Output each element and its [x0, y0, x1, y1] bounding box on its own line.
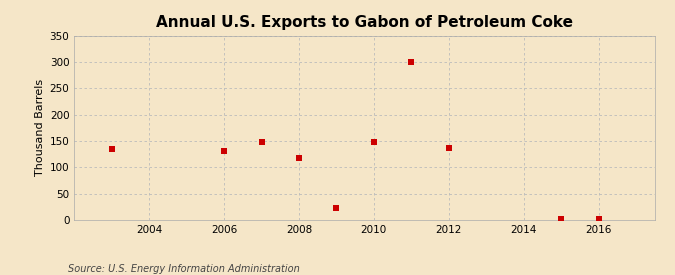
Point [406, 60, 416, 64]
Text: Source: U.S. Energy Information Administration: Source: U.S. Energy Information Administ… [68, 264, 299, 274]
Point [219, 148, 230, 153]
Point [106, 147, 117, 151]
Point [369, 140, 379, 144]
Title: Annual U.S. Exports to Gabon of Petroleum Coke: Annual U.S. Exports to Gabon of Petroleu… [156, 15, 573, 31]
Point [331, 206, 342, 211]
Point [443, 146, 454, 150]
Point [593, 217, 604, 221]
Point [256, 140, 267, 144]
Point [556, 217, 566, 221]
Point [294, 156, 304, 160]
Y-axis label: Thousand Barrels: Thousand Barrels [36, 79, 45, 177]
